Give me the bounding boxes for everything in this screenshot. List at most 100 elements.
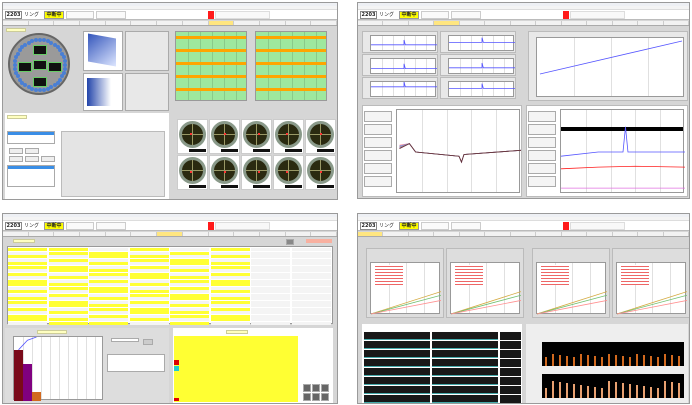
tab[interactable]: [80, 232, 106, 236]
alarm-indicator[interactable]: [208, 11, 214, 19]
tab[interactable]: [209, 232, 235, 236]
alarm-indicator[interactable]: [563, 222, 569, 230]
gridline: [41, 337, 42, 399]
tab[interactable]: [80, 21, 106, 25]
bar: [664, 354, 666, 366]
tab[interactable]: [234, 232, 260, 236]
gauge-readout: [285, 149, 302, 152]
control-button[interactable]: [312, 384, 320, 392]
series-legend-item[interactable]: [528, 150, 556, 161]
tab[interactable]: [536, 21, 562, 25]
tab[interactable]: [358, 232, 384, 236]
search-button[interactable]: [143, 339, 153, 345]
tab[interactable]: [383, 232, 409, 236]
reset-button[interactable]: [286, 239, 294, 245]
tab[interactable]: [311, 232, 337, 236]
tab[interactable]: [613, 232, 639, 236]
tab[interactable]: [383, 21, 409, 25]
action-button[interactable]: [25, 156, 39, 162]
tab[interactable]: [286, 232, 312, 236]
tab[interactable]: [183, 21, 209, 25]
tab[interactable]: [106, 21, 132, 25]
series-legend-item[interactable]: [364, 163, 392, 174]
step-list[interactable]: [7, 165, 55, 187]
tab[interactable]: [208, 21, 235, 25]
alarm-indicator[interactable]: [563, 11, 569, 19]
detail-area: [61, 131, 165, 197]
table-cell: [89, 276, 128, 279]
error-link[interactable]: [306, 239, 332, 243]
tab[interactable]: [409, 232, 435, 236]
action-button[interactable]: [25, 148, 39, 154]
table-cell: [89, 318, 128, 321]
series-legend-item[interactable]: [528, 111, 556, 122]
tab[interactable]: [485, 232, 511, 236]
tab[interactable]: [664, 232, 689, 236]
tab[interactable]: [54, 232, 81, 236]
series-legend-item[interactable]: [364, 150, 392, 161]
table-cell: [210, 293, 250, 297]
tab[interactable]: [511, 232, 537, 236]
tab[interactable]: [311, 21, 337, 25]
tab[interactable]: [409, 21, 435, 25]
tab[interactable]: [131, 232, 158, 236]
action-button[interactable]: [41, 156, 55, 162]
tab[interactable]: [106, 232, 132, 236]
control-button[interactable]: [321, 384, 329, 392]
filter-input[interactable]: [111, 338, 139, 342]
tab[interactable]: [434, 232, 460, 236]
tab[interactable]: [562, 21, 588, 25]
tab[interactable]: [485, 21, 511, 25]
tab[interactable]: [286, 21, 312, 25]
tab[interactable]: [638, 232, 664, 236]
tab[interactable]: [536, 232, 562, 236]
series-legend-item[interactable]: [528, 163, 556, 174]
tab[interactable]: [460, 232, 486, 236]
lot-number: 2203: [360, 222, 377, 230]
trace-line: [449, 37, 515, 43]
series-legend-item[interactable]: [364, 111, 392, 122]
tab[interactable]: [613, 21, 639, 25]
tab[interactable]: [664, 21, 689, 25]
tab[interactable]: [434, 21, 460, 25]
alarm-indicator[interactable]: [208, 222, 214, 230]
tab[interactable]: [29, 21, 55, 25]
table-cell: [291, 279, 331, 283]
section-label: [6, 28, 26, 32]
tab[interactable]: [260, 232, 286, 236]
tab[interactable]: [260, 21, 286, 25]
control-button[interactable]: [303, 384, 311, 392]
tab[interactable]: [460, 21, 486, 25]
series-legend-item[interactable]: [528, 176, 556, 187]
table-cell: [129, 269, 169, 272]
tab[interactable]: [638, 21, 664, 25]
tab[interactable]: [157, 232, 183, 236]
tab[interactable]: [29, 232, 55, 236]
table-cell: [8, 258, 47, 262]
tab[interactable]: [183, 232, 209, 236]
tab[interactable]: [131, 21, 158, 25]
tab[interactable]: [587, 21, 613, 25]
action-button[interactable]: [9, 148, 23, 154]
tab[interactable]: [511, 21, 537, 25]
series-legend-item[interactable]: [364, 124, 392, 135]
tab[interactable]: [358, 21, 384, 25]
tab[interactable]: [3, 21, 29, 25]
tab[interactable]: [587, 232, 613, 236]
control-button[interactable]: [321, 393, 329, 401]
series-legend-item[interactable]: [528, 124, 556, 135]
action-button[interactable]: [9, 156, 23, 162]
tab[interactable]: [54, 21, 81, 25]
bar: [545, 357, 547, 366]
tab[interactable]: [157, 21, 183, 25]
wafer-slot-dot: [26, 40, 31, 45]
control-button[interactable]: [312, 393, 320, 401]
series-legend-item[interactable]: [364, 176, 392, 187]
info-box: [421, 11, 449, 19]
series-legend-item[interactable]: [364, 137, 392, 148]
series-legend-item[interactable]: [528, 137, 556, 148]
tab[interactable]: [562, 232, 588, 236]
control-button[interactable]: [303, 393, 311, 401]
tab[interactable]: [234, 21, 260, 25]
tab[interactable]: [3, 232, 29, 236]
